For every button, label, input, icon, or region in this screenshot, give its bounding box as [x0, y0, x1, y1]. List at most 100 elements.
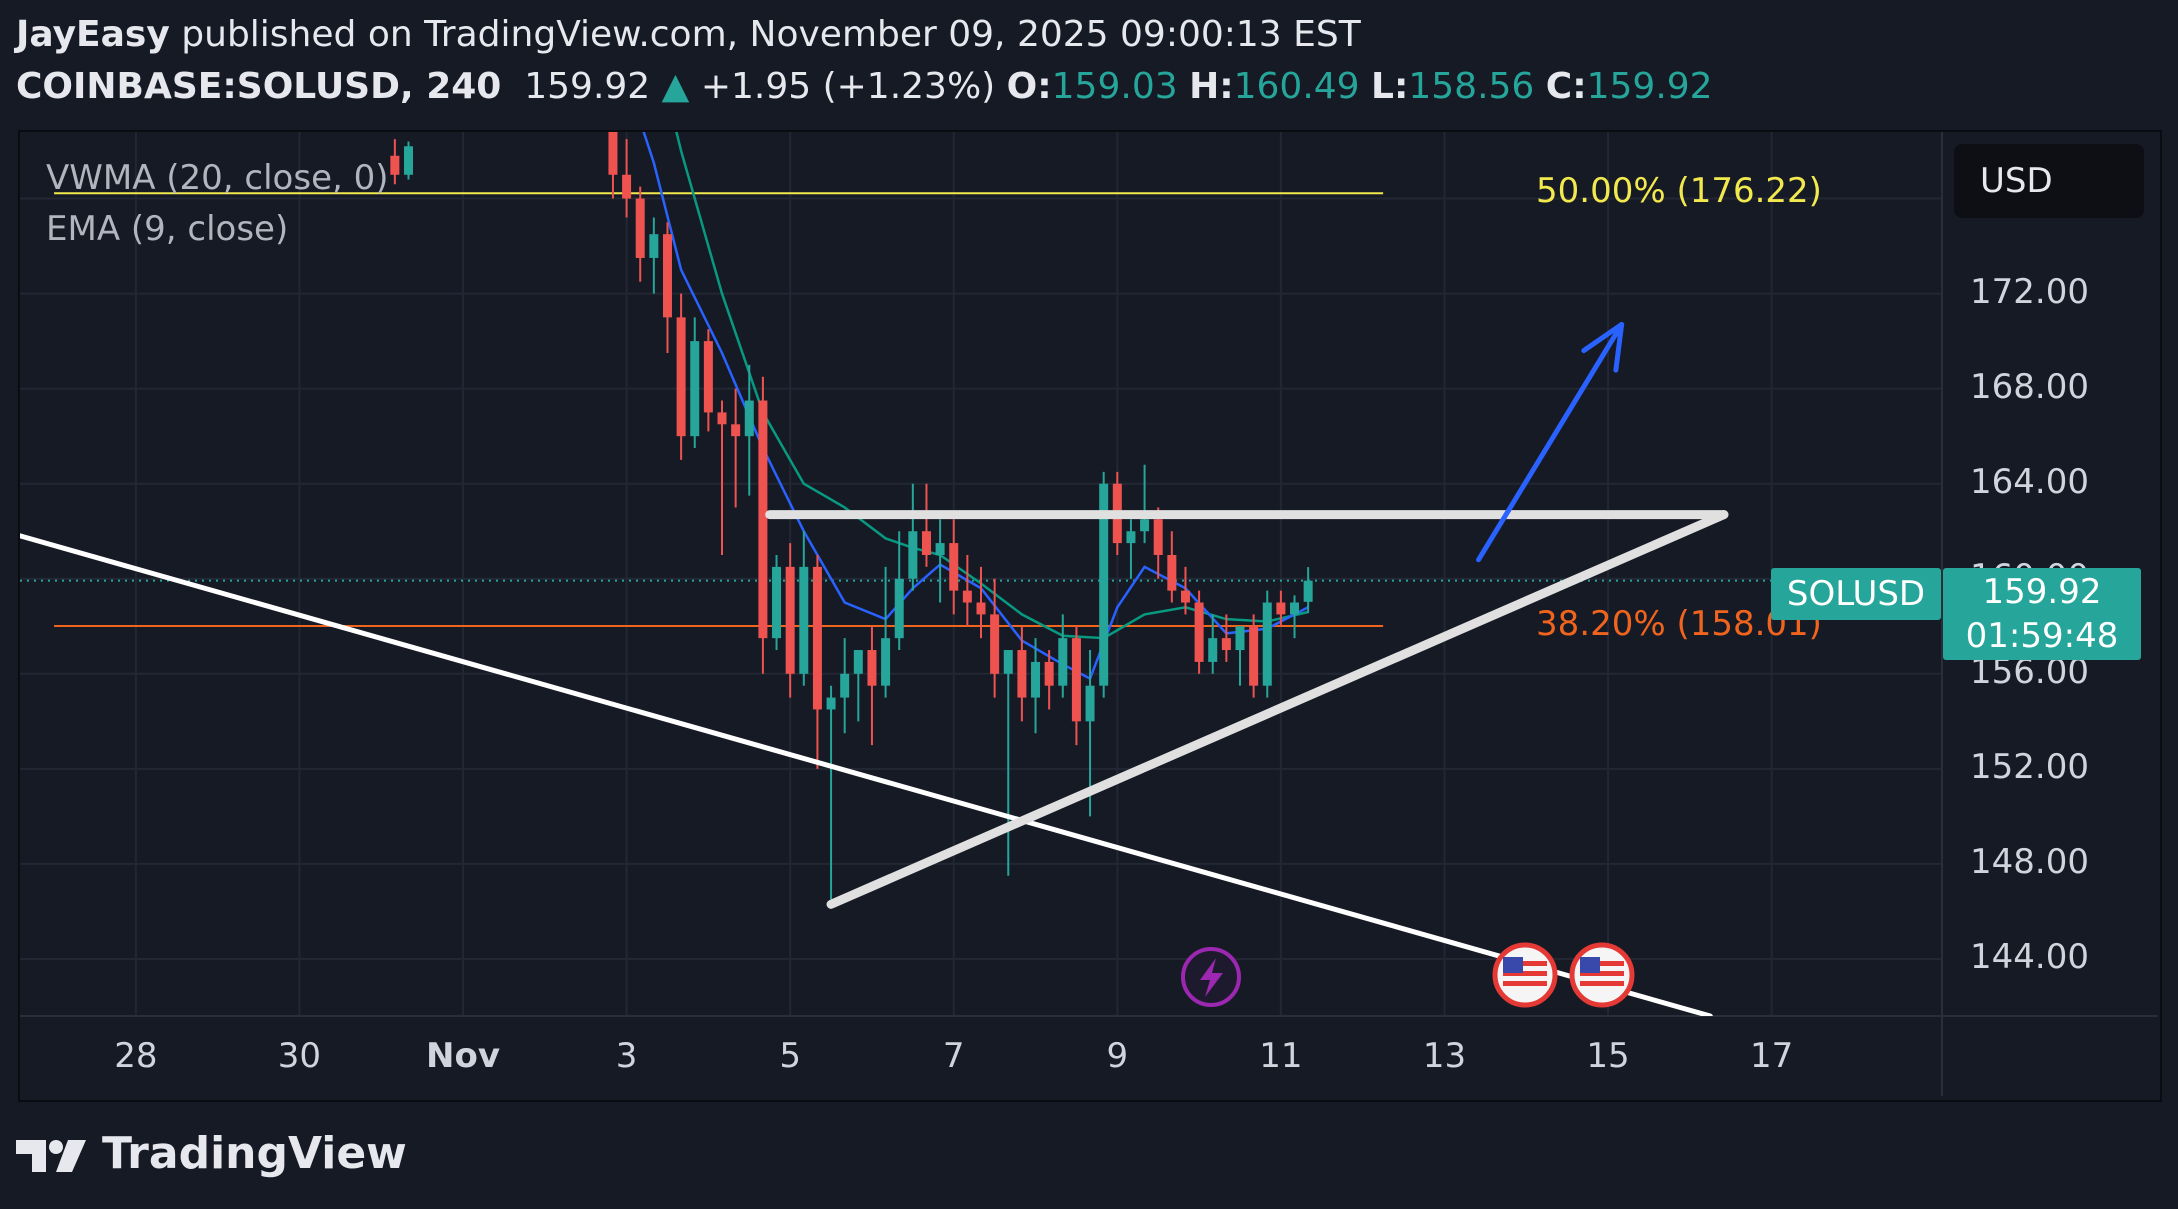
candle-body	[1071, 638, 1081, 722]
candle-body	[608, 132, 618, 175]
vwma-line	[675, 132, 1309, 640]
candle-body	[894, 578, 904, 639]
author-name: JayEasy	[16, 14, 170, 55]
time-tick-label: 30	[277, 1036, 322, 1076]
candle-body	[908, 531, 918, 579]
candle-body	[799, 566, 809, 674]
candle-body	[758, 400, 768, 639]
published-text: published on TradingView.com, November 0…	[181, 14, 1361, 55]
tradingview-logo[interactable]: TradingView	[16, 1128, 407, 1179]
event-lightning-icon[interactable]	[1181, 947, 1241, 1007]
candle-body	[976, 602, 986, 615]
candle-body	[1303, 580, 1313, 602]
up-triangle-icon: ▲	[661, 66, 690, 107]
candle-body	[744, 400, 754, 437]
publish-line: JayEasy published on TradingView.com, No…	[16, 14, 1361, 55]
candle-body	[1126, 531, 1136, 544]
price-tick-label: 172.00	[1970, 271, 2089, 312]
currency-button[interactable]: USD	[1954, 144, 2144, 218]
candle-body	[1249, 626, 1259, 686]
ohlc-line: COINBASE:SOLUSD, 240 159.92 ▲ +1.95 (+1.…	[16, 66, 1713, 107]
candle-body	[1276, 602, 1286, 615]
price-tag: 159.92 01:59:48	[1943, 568, 2141, 660]
fib-lines	[54, 192, 1384, 628]
time-tick-label: 9	[1106, 1036, 1129, 1076]
time-tick-label: 17	[1749, 1036, 1794, 1076]
events[interactable]	[1181, 942, 1635, 1008]
candle-body	[1167, 554, 1177, 591]
candle-body	[403, 146, 413, 175]
candle-body	[840, 673, 850, 698]
time-tick-label: 5	[779, 1036, 801, 1076]
price-tick-label: 168.00	[1970, 366, 2089, 407]
candles	[390, 132, 1313, 900]
time-tick-label: 28	[114, 1036, 158, 1076]
candle-body	[635, 198, 645, 258]
candle-body	[949, 543, 959, 591]
price-tick-label: 144.00	[1970, 936, 2089, 977]
candle-body	[853, 650, 863, 674]
low-value: 158.56	[1408, 66, 1535, 107]
time-tick-label: 11	[1259, 1036, 1303, 1076]
candle-body	[812, 566, 822, 710]
vwma-legend[interactable]: VWMA (20, close, 0)	[46, 158, 389, 198]
candle-body	[1208, 638, 1218, 662]
us-flag-event-icon[interactable]	[1569, 942, 1635, 1008]
trendline	[826, 510, 1729, 909]
chart-frame	[18, 130, 2162, 1102]
price-tick-label: 164.00	[1970, 461, 2089, 502]
open-value: 159.03	[1051, 66, 1178, 107]
candle-body	[1221, 638, 1231, 651]
grid-lines	[20, 132, 1942, 1016]
close-label: C:	[1545, 66, 1587, 107]
candle-body	[1140, 519, 1150, 532]
candle-body	[1194, 602, 1204, 662]
ema-line	[642, 132, 1309, 681]
tradingview-logo-icon	[16, 1140, 86, 1172]
us-flag-event-icon[interactable]	[1492, 942, 1558, 1008]
candle-body	[622, 174, 632, 199]
candle-body	[1153, 519, 1163, 555]
candle-body	[772, 566, 782, 639]
candle-body	[1235, 626, 1245, 651]
candle-body	[826, 697, 836, 710]
candle-body	[1290, 602, 1300, 615]
candle-body	[731, 424, 741, 437]
tradingview-wordmark: TradingView	[102, 1128, 407, 1179]
ema-legend[interactable]: EMA (9, close)	[46, 209, 289, 249]
candle-body	[1003, 650, 1013, 674]
price-tick-label: 148.00	[1970, 841, 2089, 882]
time-tick-label: 3	[615, 1036, 638, 1076]
price-tick-label: 152.00	[1970, 746, 2089, 787]
candle-body	[662, 234, 672, 318]
candle-body	[1262, 602, 1272, 686]
candle-body	[785, 566, 795, 674]
candle-body	[1058, 638, 1068, 686]
candle-body	[676, 317, 686, 437]
price-change: +1.95 (+1.23%)	[700, 66, 996, 107]
indicator-lines	[642, 132, 1309, 681]
candle-body	[881, 638, 891, 686]
candle-body	[1085, 685, 1095, 722]
price-tag-countdown: 01:59:48	[1965, 616, 2119, 656]
price-tag-value: 159.92	[1982, 572, 2102, 612]
close-value: 159.92	[1586, 66, 1713, 107]
candle-body	[921, 531, 931, 555]
fib-level-label: 50.00% (176.22)	[1536, 171, 1822, 212]
candle-body	[1099, 483, 1109, 686]
candle-body	[935, 543, 945, 555]
candle-body	[390, 155, 400, 175]
candle-body	[703, 341, 713, 413]
low-label: L:	[1371, 66, 1409, 107]
high-value: 160.49	[1233, 66, 1360, 107]
last-price: 159.92	[524, 66, 651, 107]
arrow-head	[1581, 321, 1625, 373]
candle-body	[649, 234, 659, 258]
drawings[interactable]	[0, 321, 1729, 1016]
time-tick-label: 7	[942, 1036, 965, 1076]
candle-body	[1180, 590, 1190, 603]
candle-body	[717, 412, 727, 425]
projection-arrow	[1476, 321, 1625, 563]
high-label: H:	[1189, 66, 1234, 107]
